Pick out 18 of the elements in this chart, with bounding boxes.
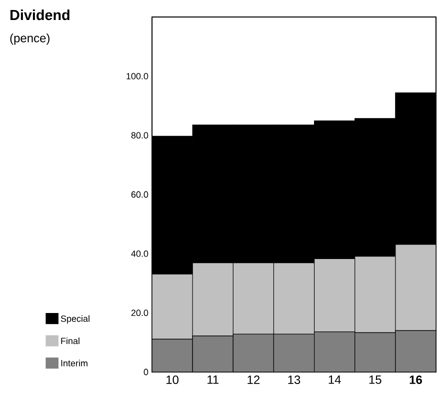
- legend-label: Interim: [61, 360, 88, 366]
- legend-label: Final: [61, 338, 80, 344]
- y-tick-label: 0: [144, 368, 148, 376]
- y-tick-label: 80.0: [131, 132, 148, 139]
- text: (pence): [10, 34, 50, 45]
- x-tick-label: 11: [208, 376, 218, 384]
- x-tick-label: 16: [410, 376, 422, 384]
- y-tick-label: 20.0: [131, 310, 148, 316]
- x-tick-label: 13: [288, 376, 300, 384]
- chart-title: Dividend: [10, 10, 70, 20]
- x-tick-label: 12: [248, 376, 260, 384]
- legend-label: Special: [60, 315, 90, 324]
- x-tick-label: 10: [166, 376, 178, 384]
- y-tick-label: 100.0: [126, 72, 148, 80]
- y-tick-label: 60.0: [131, 191, 148, 198]
- x-tick-label: 15: [369, 376, 382, 384]
- y-tick-label: 40.0: [131, 250, 148, 257]
- x-tick-label: 14: [328, 376, 341, 384]
